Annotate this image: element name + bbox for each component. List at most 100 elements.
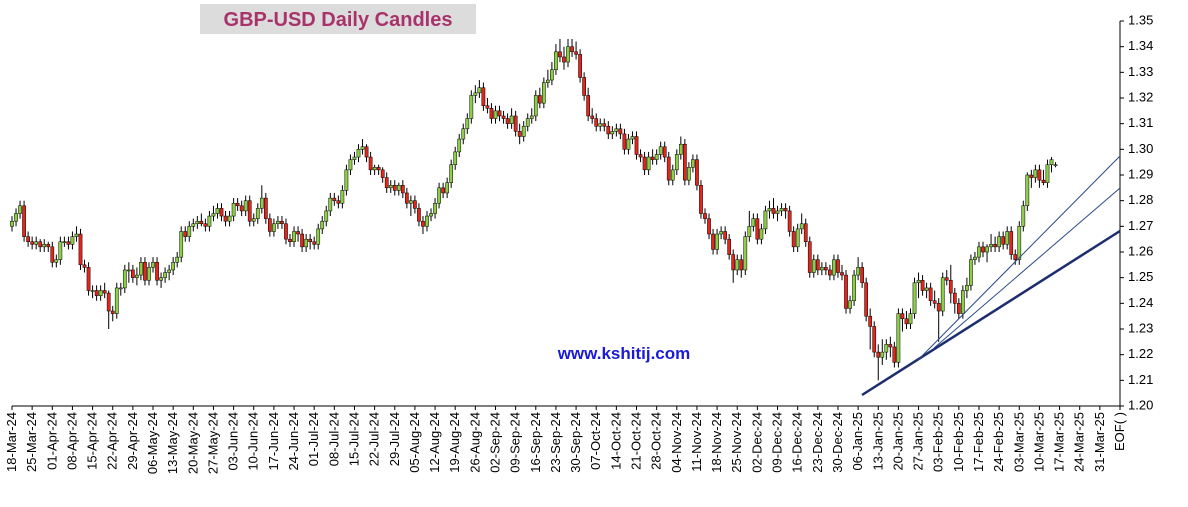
x-tick-label: 17-Jun-24 xyxy=(266,412,281,471)
candle-body xyxy=(791,231,796,248)
candle-body xyxy=(836,259,840,273)
candle-body xyxy=(783,208,788,212)
candle-body xyxy=(368,156,373,171)
candle-body xyxy=(187,226,192,237)
candle-body xyxy=(405,192,409,204)
candle-body xyxy=(562,56,566,63)
candle-body xyxy=(932,300,937,304)
candle-body xyxy=(558,51,562,58)
candle-body xyxy=(985,246,989,253)
candle-body xyxy=(908,313,913,325)
x-tick-label: 19-Aug-24 xyxy=(447,412,462,473)
candle-body xyxy=(948,279,953,294)
candle-body xyxy=(815,259,820,271)
candle-body xyxy=(247,200,252,222)
x-tick-label: 14-Oct-24 xyxy=(608,412,623,470)
x-tick-label: 13-Jan-25 xyxy=(870,412,885,471)
candle-body xyxy=(848,300,852,309)
candle-body xyxy=(961,290,965,314)
trend-line xyxy=(861,229,1121,397)
candle-body xyxy=(82,264,87,268)
x-tick-label: 12-Aug-24 xyxy=(427,412,442,473)
candle-body xyxy=(570,46,574,53)
candle-body xyxy=(618,128,623,135)
candle-body xyxy=(566,46,570,63)
candle-body xyxy=(199,220,204,225)
candle-body xyxy=(977,246,981,258)
candle-body xyxy=(739,259,744,271)
candle-body xyxy=(255,208,260,219)
candle-body xyxy=(598,123,603,127)
candle-body xyxy=(62,241,67,243)
candle-body xyxy=(445,182,449,194)
candle-body xyxy=(981,246,985,253)
candle-body xyxy=(211,213,216,217)
candle-body xyxy=(642,156,647,171)
candle-body xyxy=(509,115,514,124)
candle-body xyxy=(114,287,119,314)
candle-body xyxy=(824,267,828,271)
candle-body xyxy=(320,220,325,230)
candle-body xyxy=(493,110,498,119)
candle-body xyxy=(207,215,212,227)
candle-body xyxy=(10,220,14,227)
candle-body xyxy=(1049,159,1054,165)
candle-body xyxy=(525,118,530,127)
candle-body xyxy=(940,277,945,312)
candle-body xyxy=(743,236,748,271)
y-tick-label: 1.29 xyxy=(1128,166,1153,181)
y-tick-label: 1.27 xyxy=(1128,218,1153,233)
x-tick-label: 16-Dec-24 xyxy=(790,412,805,473)
candle-body xyxy=(304,238,308,248)
candle-body xyxy=(159,277,163,281)
candle-body xyxy=(449,164,454,183)
candle-body xyxy=(828,269,832,276)
candle-body xyxy=(352,156,357,160)
x-tick-label: EOF( ) xyxy=(1112,412,1127,451)
candle-body xyxy=(340,190,345,204)
candle-body xyxy=(441,187,445,194)
candle-body xyxy=(634,136,639,155)
candle-body xyxy=(364,146,369,158)
x-tick-label: 15-Jul-24 xyxy=(346,412,361,466)
candle-body xyxy=(155,262,159,281)
candle-body xyxy=(58,241,63,260)
trend-line xyxy=(933,187,1121,349)
candle-body xyxy=(638,154,643,158)
candle-body xyxy=(807,241,812,273)
candle-body xyxy=(735,259,740,271)
candle-body xyxy=(151,262,155,268)
candle-body xyxy=(38,241,43,248)
candle-body xyxy=(292,231,296,242)
candle-body xyxy=(465,118,470,130)
candle-body xyxy=(429,213,433,217)
candle-body xyxy=(1009,231,1014,255)
candle-body xyxy=(409,200,413,204)
candle-body xyxy=(630,136,635,140)
candle-body xyxy=(131,269,135,278)
candle-body xyxy=(22,205,26,237)
candle-body xyxy=(263,197,268,219)
candle-body xyxy=(751,218,756,227)
x-tick-label: 10-Feb-25 xyxy=(951,412,966,472)
candle-body xyxy=(50,246,55,263)
candle-body xyxy=(554,51,558,71)
candle-body xyxy=(457,138,462,153)
candle-body xyxy=(259,197,264,209)
x-tick-label: 31-Mar-25 xyxy=(1092,412,1107,472)
candle-body xyxy=(239,205,244,212)
candle-body xyxy=(1045,164,1050,183)
y-tick-label: 1.31 xyxy=(1128,115,1153,130)
candle-body xyxy=(795,228,800,248)
candle-body xyxy=(421,220,425,227)
candle-body xyxy=(707,218,711,235)
x-tick-label: 24-Jun-24 xyxy=(286,412,301,471)
x-tick-label: 17-Mar-25 xyxy=(1052,412,1067,472)
y-tick-label: 1.21 xyxy=(1128,372,1153,387)
x-tick-label: 10-Mar-25 xyxy=(1031,412,1046,472)
candle-body xyxy=(316,228,321,245)
candle-body xyxy=(650,156,655,160)
x-tick-label: 26-Aug-24 xyxy=(467,412,482,473)
candle-body xyxy=(312,241,317,245)
